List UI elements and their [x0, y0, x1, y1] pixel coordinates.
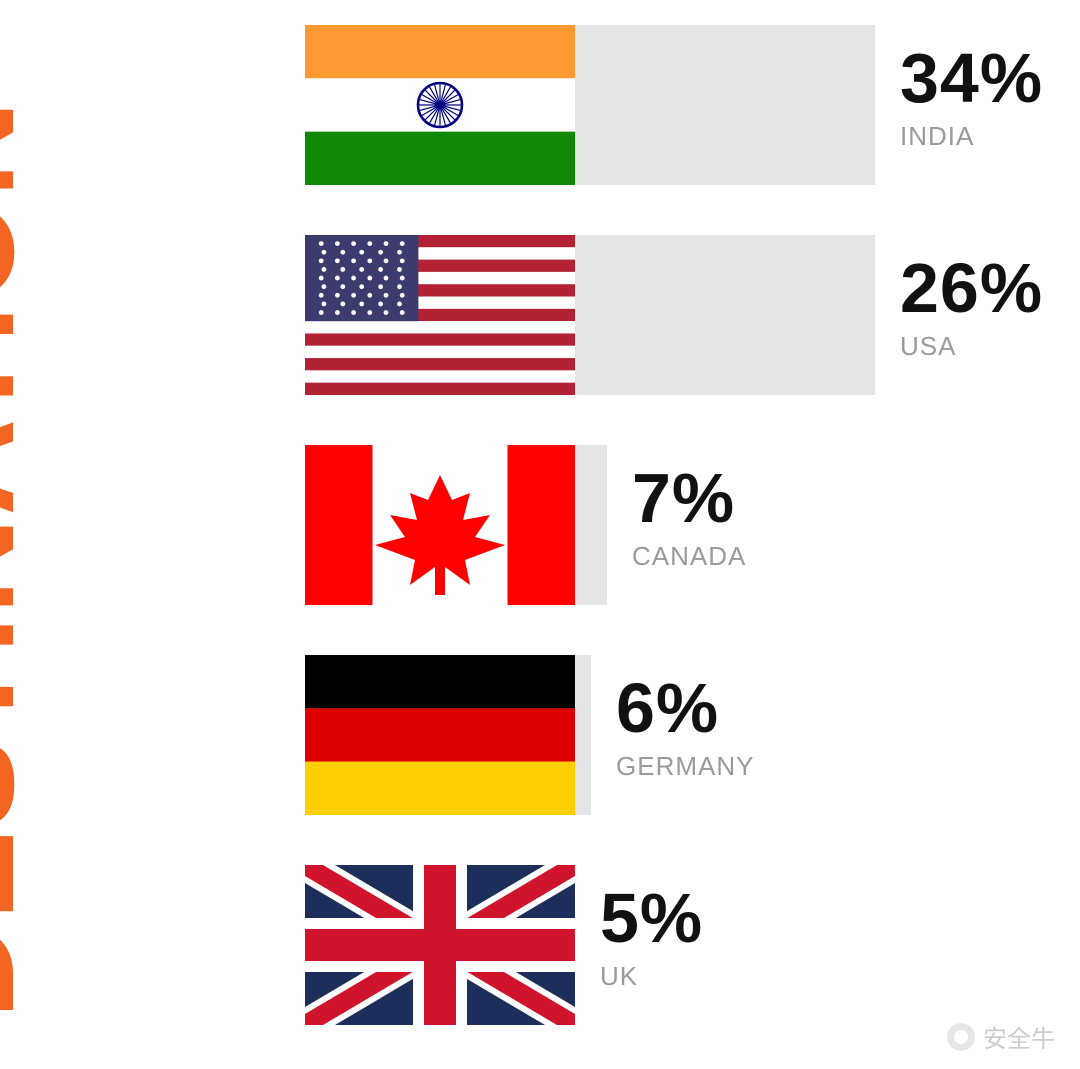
usa-flag-icon [305, 235, 575, 395]
bar-row: 34% INDIA [305, 25, 1065, 185]
germany-flag-icon [305, 655, 575, 815]
country-label: CANADA [632, 541, 746, 572]
title-text: DESTINATION [0, 99, 42, 1019]
india-flag-icon [305, 25, 575, 185]
percentage-value: 5% [600, 883, 703, 953]
bar-row: 6% GERMANY [305, 655, 1065, 815]
bar-row: 7% CANADA [305, 445, 1065, 605]
vertical-title: DESTINATION [0, 99, 35, 1019]
bar-value-group: 5% UK [600, 883, 703, 992]
country-label: INDIA [900, 121, 1043, 152]
bar-row: 5% UK [305, 865, 1065, 1025]
percentage-value: 26% [900, 253, 1043, 323]
bar-value-group: 7% CANADA [632, 463, 746, 572]
bar-value-group: 26% USA [900, 253, 1043, 362]
bar-value-group: 34% INDIA [900, 43, 1043, 152]
country-label: UK [600, 961, 703, 992]
percentage-value: 6% [616, 673, 754, 743]
watermark-text: 安全牛 [983, 1019, 1055, 1054]
watermark: 安全牛 [947, 1019, 1055, 1054]
infographic-root: DESTINATION 34% INDIA 26% USA 7% CANADA 6% G… [0, 0, 1080, 1069]
bar-chart: 34% INDIA 26% USA 7% CANADA 6% GERMANY 5% UK [305, 25, 1065, 1025]
percentage-value: 7% [632, 463, 746, 533]
country-label: GERMANY [616, 751, 754, 782]
bar-row: 26% USA [305, 235, 1065, 395]
canada-flag-icon [305, 445, 575, 605]
watermark-icon [947, 1023, 975, 1051]
uk-flag-icon [305, 865, 575, 1025]
country-label: USA [900, 331, 1043, 362]
percentage-value: 34% [900, 43, 1043, 113]
bar-value-group: 6% GERMANY [616, 673, 754, 782]
